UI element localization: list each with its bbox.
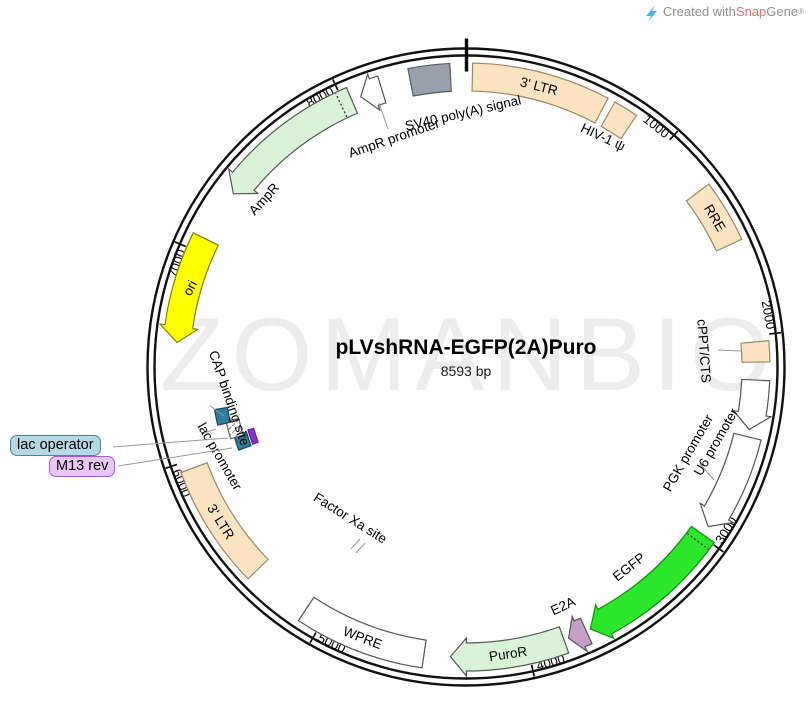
- tick-3000: [713, 544, 724, 553]
- leader-line-6: [378, 102, 389, 130]
- plasmid-size: 8593 bp: [440, 363, 492, 379]
- tick-5000: [309, 632, 317, 644]
- snapgene-logo-icon: [645, 5, 657, 22]
- title-block: pLVshRNA-EGFP(2A)Puro 8593 bp: [336, 336, 597, 379]
- credit-brand-snap: Snap: [735, 4, 767, 19]
- feature-hiv1-psi[interactable]: [600, 101, 638, 140]
- watermark: ZOMANBIO: [160, 297, 779, 413]
- tick-1000: [669, 130, 679, 141]
- tick-8000: [332, 78, 339, 91]
- lac-operator-label-box[interactable]: lac operator: [10, 435, 101, 456]
- feature-label-ori[interactable]: ori: [180, 278, 200, 298]
- feature-rre[interactable]: [685, 183, 743, 252]
- leader-line-3: [203, 428, 217, 434]
- tick-2000: [769, 331, 782, 335]
- credit-prefix: Created with: [662, 4, 736, 19]
- leader-line-7: [350, 538, 361, 550]
- leader-line-2: [209, 405, 225, 417]
- feature-sv40-polya[interactable]: [407, 62, 452, 97]
- plasmid-name: pLVshRNA-EGFP(2A)Puro: [335, 336, 597, 359]
- leader-line-8: [355, 542, 366, 554]
- feature-ltr3-left[interactable]: [180, 462, 269, 580]
- tick-7000: [174, 241, 187, 248]
- leader-line-4: [717, 349, 742, 352]
- feature-label-sv40-polya[interactable]: SV40 poly(A) signal: [404, 92, 523, 133]
- leader-line-1: [117, 447, 233, 467]
- feature-label-cppt-cts[interactable]: cPPT/CTS: [694, 319, 713, 384]
- m13-rev-label-box[interactable]: M13 rev: [49, 456, 116, 477]
- feature-wpre[interactable]: [297, 596, 427, 669]
- feature-ltr3-top[interactable]: [471, 62, 609, 124]
- feature-ampr[interactable]: [227, 86, 359, 195]
- credit-line: Created with Snap Gene ®: [645, 4, 804, 22]
- feature-pgk-promoter[interactable]: [699, 432, 762, 528]
- feature-label-puror[interactable]: PuroR: [488, 644, 528, 664]
- feature-lac-promoter[interactable]: [225, 417, 244, 440]
- feature-e2a[interactable]: [567, 614, 593, 654]
- feature-ampr-segment-divider: [335, 93, 348, 118]
- tick-6000: [165, 463, 178, 470]
- feature-puror[interactable]: [449, 625, 570, 678]
- tick-4000: [530, 664, 536, 677]
- tick-label-1000[interactable]: 1000: [640, 111, 672, 141]
- leader-line-5: [699, 463, 715, 481]
- credit-brand-gene: Gene: [766, 4, 799, 19]
- feature-m13-rev-feature[interactable]: [247, 427, 259, 445]
- feature-ori[interactable]: [158, 232, 220, 344]
- leader-line-0: [112, 437, 229, 448]
- feature-cppt-cts[interactable]: [740, 340, 771, 363]
- registered-mark: ®: [798, 7, 804, 16]
- feature-label-e2a[interactable]: E2A: [548, 594, 577, 618]
- feature-u6-promoter[interactable]: [731, 378, 773, 431]
- feature-label-factor-xa-site[interactable]: Factor Xa site: [311, 490, 390, 547]
- feature-egfp[interactable]: [589, 525, 716, 640]
- tick-label-2000[interactable]: 2000: [759, 299, 779, 330]
- feature-ampr-promoter[interactable]: [360, 72, 387, 112]
- feature-egfp-segment-divider: [687, 532, 709, 550]
